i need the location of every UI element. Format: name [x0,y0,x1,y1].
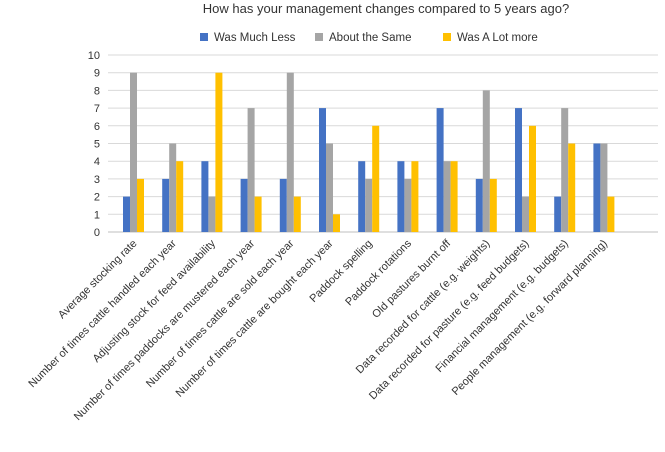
bar [293,196,301,232]
bar [475,178,483,232]
bar [404,178,412,232]
bar [319,108,326,232]
bar [286,72,294,232]
bar [201,161,209,232]
bar [489,178,497,232]
y-tick-label: 8 [94,85,100,97]
bar [443,161,451,232]
x-tick-label: Number of times cattle are sold each yea… [144,237,297,390]
bar [522,196,529,232]
bar [411,161,419,232]
x-tick-label: Number of times paddocks are mustered ea… [72,237,258,423]
chart-title: How has your management changes compared… [203,1,569,16]
x-tick-label: Average stocking rate [56,238,140,322]
legend: Was Much Less About the Same Was A Lot mor… [200,32,538,44]
bar [333,214,340,232]
legend-swatch [443,33,451,41]
y-axis: 0 1 2 3 4 5 6 7 8 9 10 [88,50,100,239]
bar [529,125,536,232]
bar [279,178,287,232]
y-tick-label: 9 [94,68,100,80]
y-tick-label: 6 [94,121,100,133]
bar [568,143,576,232]
y-tick-label: 3 [94,174,100,186]
legend-swatch [200,33,208,41]
y-tick-label: 1 [94,209,100,221]
bar [372,125,380,232]
y-tick-label: 10 [88,50,100,62]
bar [240,178,248,232]
legend-label: About the Same [329,32,411,44]
bars [123,72,615,233]
bar [123,196,130,232]
bar [515,108,522,232]
gridlines [108,54,658,233]
bar [554,196,562,232]
y-tick-label: 2 [94,192,100,204]
bar [561,108,569,232]
x-tick-label: Paddock rotations [343,237,414,308]
y-tick-label: 5 [94,139,100,151]
bar [600,143,608,232]
y-tick-label: 0 [94,227,100,239]
bar [162,178,170,232]
bar [482,90,490,233]
bar [358,161,366,232]
legend-label: Was A Lot more [457,32,538,44]
y-tick-label: 4 [94,156,100,168]
bar [326,143,333,232]
bar [130,72,137,232]
legend-label: Was Much Less [214,32,296,44]
bar [254,196,262,232]
bar [215,72,223,232]
x-tick-label: Number of times cattle handled each year [26,237,179,390]
bar [169,143,177,232]
bar [397,161,405,232]
bar [176,161,184,232]
bar [208,196,216,232]
y-tick-label: 7 [94,103,100,115]
bar [247,108,255,232]
legend-swatch [315,33,323,41]
bar [450,161,458,232]
bar [365,178,373,232]
bar [137,178,144,232]
bar [593,143,601,232]
bar [607,196,615,232]
bar [436,108,444,232]
